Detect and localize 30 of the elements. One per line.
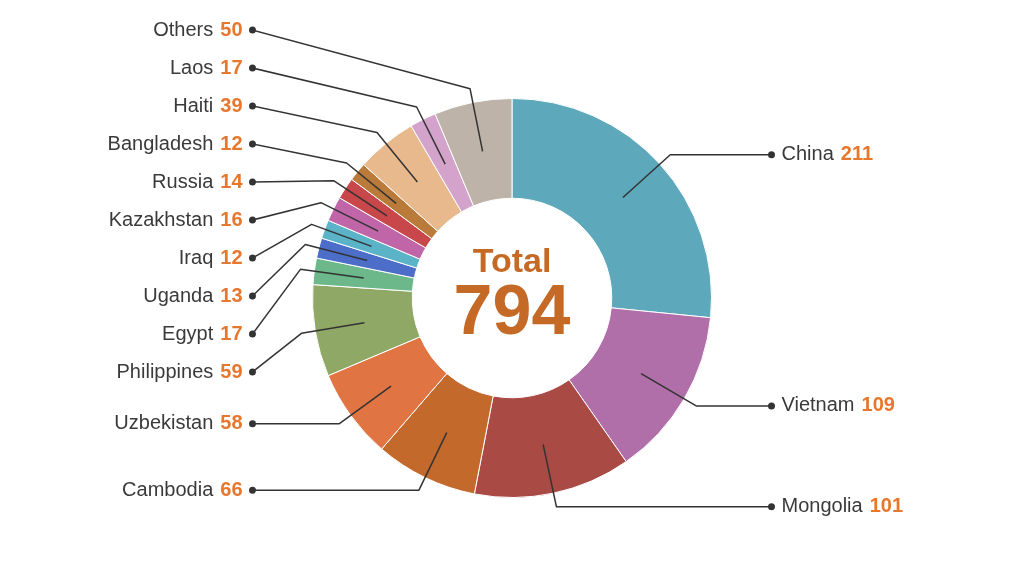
data-label: 12 [220, 131, 243, 154]
data-label: 66 [220, 477, 243, 500]
slice-label: Bangladesh [107, 131, 214, 154]
data-label: 16 [220, 207, 243, 230]
data-label: 17 [220, 321, 243, 344]
data-label: 59 [220, 359, 243, 382]
slice-label: Philippines [116, 359, 214, 382]
data-label: 58 [220, 411, 243, 434]
slice-label: Uzbekistan [114, 411, 214, 434]
slice-label: Mongolia [781, 494, 864, 517]
slice-label: Kazakhstan [108, 207, 214, 230]
data-label: 12 [220, 245, 243, 268]
data-label: 17 [220, 55, 243, 78]
slice-label: Haiti [173, 93, 214, 116]
data-label: 109 [861, 393, 895, 416]
data-label: 39 [220, 93, 243, 116]
data-label: 13 [220, 283, 243, 306]
data-label: 211 [840, 142, 874, 165]
slice-label: Vietnam [781, 393, 855, 416]
slice-label: Iraq [178, 245, 214, 268]
slice-label: Laos [169, 55, 214, 78]
slice-label: Uganda [143, 283, 215, 306]
data-label: 50 [220, 17, 243, 40]
slice-label: Cambodia [122, 477, 215, 500]
slice-label: China [781, 142, 835, 165]
slice-label: Egypt [162, 321, 214, 344]
data-label: 14 [220, 169, 244, 192]
data-label: 101 [869, 494, 904, 517]
slice-label: Others [153, 17, 214, 40]
slice-label: Russia [152, 169, 215, 192]
